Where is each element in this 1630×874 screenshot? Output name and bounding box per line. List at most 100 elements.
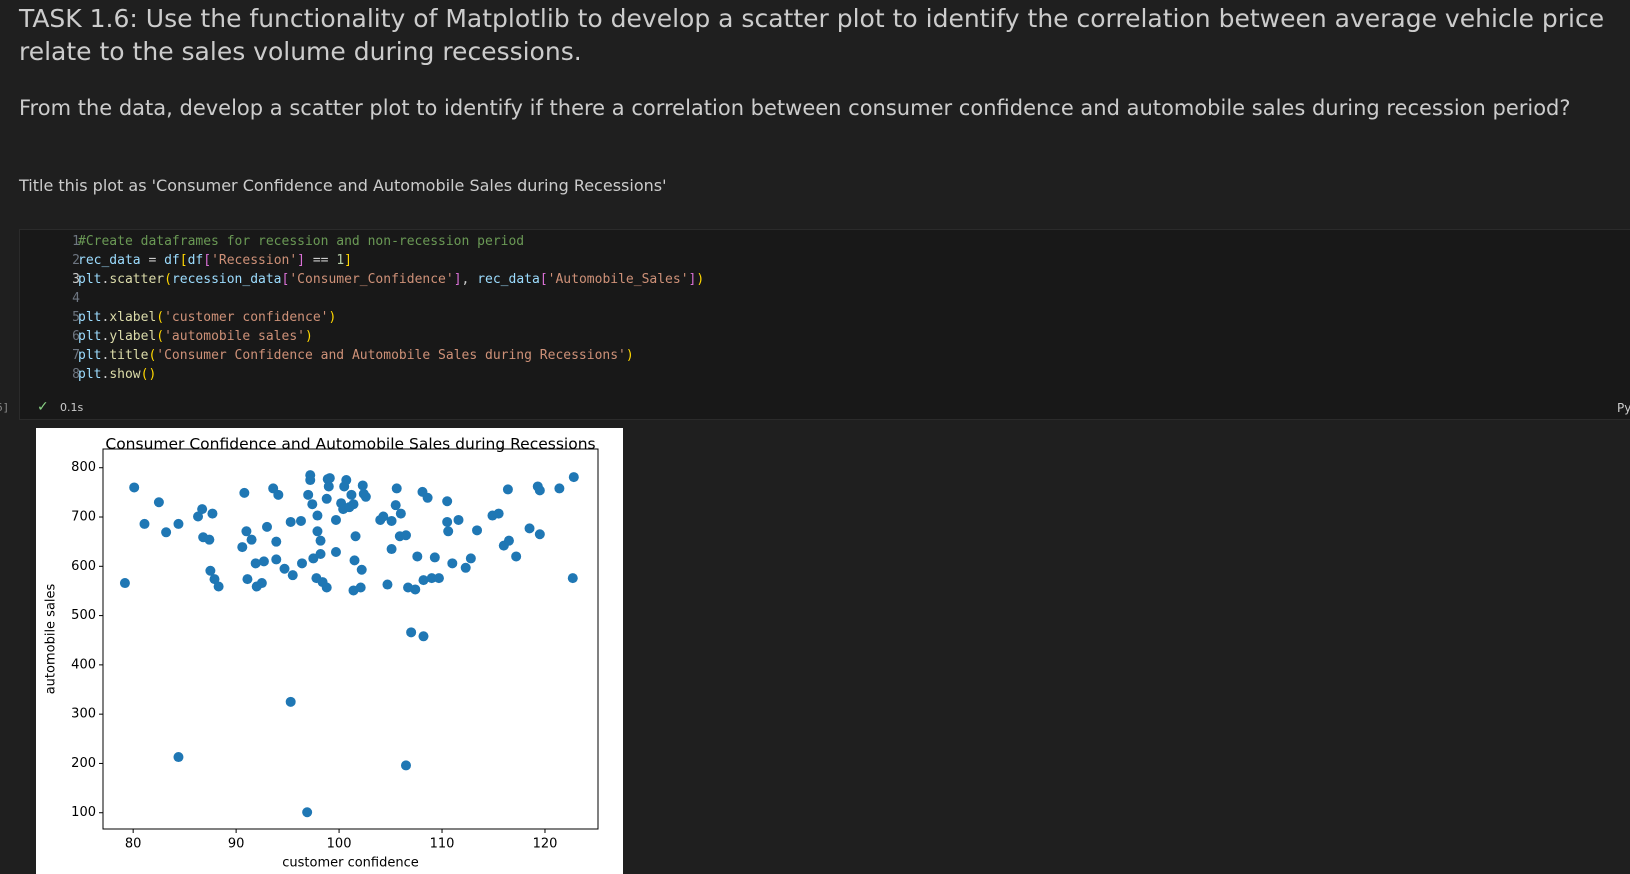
scatter-point	[321, 493, 332, 504]
scatter-point	[119, 578, 130, 589]
scatter-point	[287, 570, 298, 581]
x-axis-label: customer confidence	[282, 856, 419, 871]
scatter-point	[273, 489, 284, 500]
scatter-point	[315, 548, 326, 559]
scatter-point	[447, 558, 458, 569]
scatter-point	[312, 526, 323, 537]
scatter-point	[400, 530, 411, 541]
execution-time: 0.1s	[60, 401, 84, 414]
scatter-point	[391, 483, 402, 494]
scatter-point	[503, 535, 514, 546]
scatter-point	[426, 573, 437, 584]
scatter-point	[305, 475, 316, 486]
scatter-point	[262, 521, 273, 532]
scatter-point	[524, 523, 535, 534]
scatter-point	[554, 483, 565, 494]
line-number: 7	[72, 348, 80, 363]
scatter-point	[567, 573, 578, 584]
scatter-point	[406, 627, 417, 638]
scatter-point	[205, 565, 216, 576]
scatter-point	[315, 535, 326, 546]
execution-count: 6]	[0, 401, 10, 414]
code-line[interactable]: plt.show()	[78, 367, 157, 382]
scatter-point	[307, 499, 318, 510]
scatter-point	[442, 496, 453, 507]
scatter-point	[204, 534, 215, 545]
scatter-point	[303, 489, 314, 500]
scatter-point	[386, 544, 397, 555]
scatter-point	[237, 542, 248, 553]
scatter-point	[153, 497, 164, 508]
scatter-point	[386, 515, 397, 526]
y-tick-label: 400	[71, 657, 96, 672]
scatter-point	[418, 575, 429, 586]
scatter-point	[360, 491, 371, 502]
scatter-point	[308, 553, 319, 564]
code-line[interactable]: plt.scatter(recession_data['Consumer_Con…	[78, 272, 705, 287]
scatter-point	[323, 481, 334, 492]
scatter-point	[472, 525, 483, 536]
scatter-point	[173, 752, 184, 763]
scatter-point	[422, 492, 433, 503]
y-tick-label: 200	[71, 756, 96, 771]
scatter-point	[209, 574, 220, 585]
scatter-point	[460, 562, 471, 573]
scatter-point	[246, 534, 257, 545]
scatter-point	[418, 631, 429, 642]
scatter-point	[410, 584, 421, 595]
kernel-label[interactable]: Py	[1617, 401, 1630, 415]
scatter-point	[349, 555, 360, 566]
scatter-point	[429, 552, 440, 563]
scatter-point	[330, 547, 341, 558]
plot-output: Consumer Confidence and Automobile Sales…	[36, 428, 623, 874]
scatter-point	[341, 475, 352, 486]
code-cell[interactable]: 1 #Create dataframes for recession and no…	[19, 229, 1630, 420]
markdown-heading: TASK 1.6: Use the functionality of Matpl…	[19, 4, 1605, 66]
scatter-point	[241, 526, 252, 537]
scatter-point	[395, 508, 406, 519]
scatter-point	[378, 511, 389, 522]
scatter-point	[400, 760, 411, 771]
scatter-point	[271, 536, 282, 547]
scatter-point	[382, 579, 393, 590]
success-icon: ✓	[37, 399, 49, 415]
scatter-point	[443, 526, 454, 537]
code-line[interactable]: rec_data = df[df['Recession'] == 1]	[78, 253, 352, 268]
y-tick-label: 100	[71, 805, 96, 820]
scatter-point	[568, 472, 579, 483]
scatter-point	[346, 489, 357, 500]
scatter-point	[239, 487, 250, 498]
scatter-point	[356, 564, 367, 575]
scatter-point	[330, 514, 341, 525]
scatter-point	[173, 518, 184, 529]
scatter-point	[250, 558, 261, 569]
scatter-point	[321, 582, 332, 593]
x-tick-label: 110	[430, 837, 455, 852]
scatter-point	[412, 551, 423, 562]
scatter-point	[242, 574, 253, 585]
scatter-point	[350, 531, 361, 542]
scatter-point	[348, 499, 359, 510]
scatter-point	[256, 578, 267, 589]
y-tick-label: 800	[71, 460, 96, 475]
scatter-point	[355, 582, 366, 593]
markdown-instruction: Title this plot as 'Consumer Confidence …	[19, 176, 667, 195]
code-line[interactable]: plt.title('Consumer Confidence and Autom…	[78, 348, 634, 363]
x-tick-label: 120	[533, 837, 558, 852]
scatter-point	[129, 482, 140, 493]
scatter-point	[213, 581, 224, 592]
scatter-point	[453, 514, 464, 525]
x-tick-label: 100	[327, 837, 352, 852]
scatter-point	[302, 807, 313, 818]
scatter-point	[161, 527, 172, 538]
scatter-point	[534, 485, 545, 496]
scatter-point	[279, 563, 290, 574]
code-line[interactable]: #Create dataframes for recession and non…	[78, 234, 525, 249]
y-tick-label: 300	[71, 707, 96, 722]
code-line[interactable]: plt.ylabel('automobile sales')	[78, 329, 313, 344]
scatter-point	[511, 551, 522, 562]
code-line[interactable]: plt.xlabel('customer confidence')	[78, 310, 337, 325]
y-tick-label: 700	[71, 510, 96, 525]
scatter-point	[502, 484, 513, 495]
